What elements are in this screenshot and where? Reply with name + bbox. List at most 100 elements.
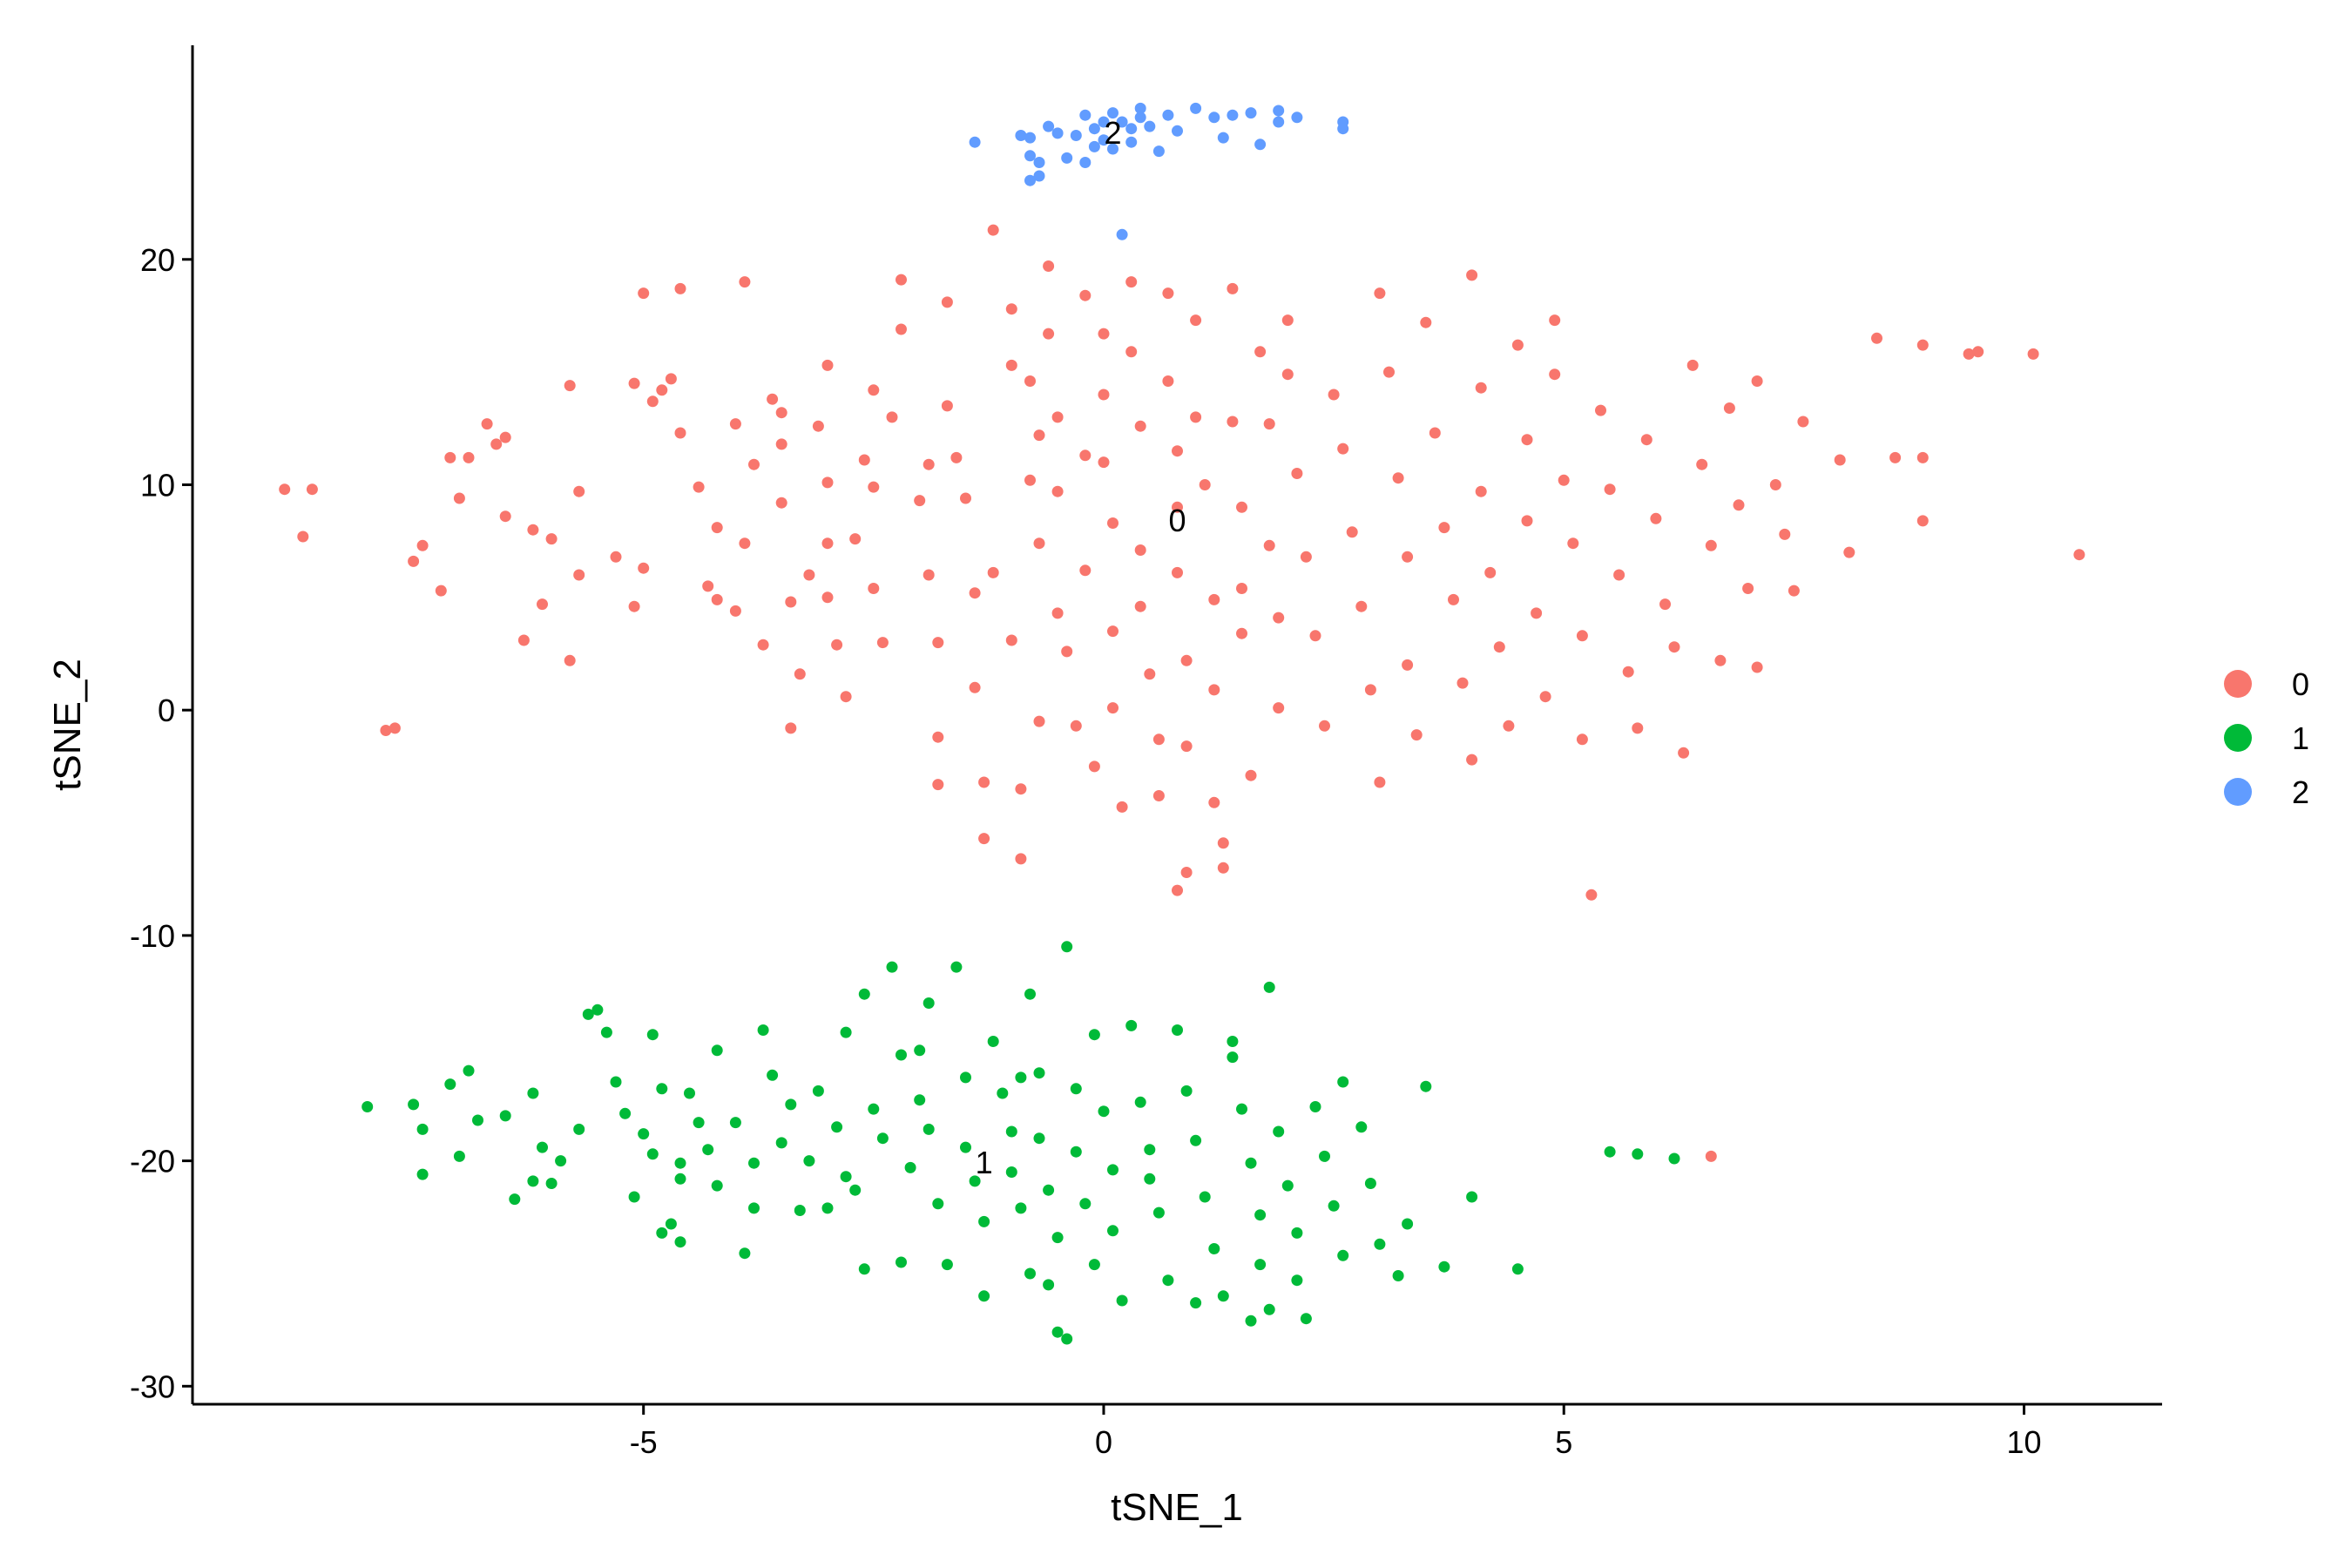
point-cluster-2 <box>1245 107 1257 119</box>
point-cluster-1 <box>1511 1263 1524 1275</box>
point-cluster-0 <box>1659 598 1671 611</box>
point-cluster-0 <box>1281 314 1294 327</box>
point-cluster-0 <box>840 691 852 703</box>
point-cluster-1 <box>416 1168 429 1180</box>
point-cluster-1 <box>821 1202 834 1214</box>
point-cluster-1 <box>1144 1173 1156 1185</box>
point-cluster-0 <box>564 380 576 392</box>
y-tick-label: -30 <box>130 1369 175 1404</box>
point-cluster-0 <box>1199 479 1211 490</box>
point-cluster-1 <box>904 1161 916 1173</box>
point-cluster-0 <box>1172 501 1183 513</box>
point-cluster-0 <box>1723 402 1735 414</box>
point-cluster-2 <box>1144 120 1156 132</box>
point-cluster-0 <box>923 458 935 470</box>
point-cluster-1 <box>858 988 870 1000</box>
point-cluster-0 <box>1466 269 1478 281</box>
point-cluster-1 <box>408 1098 420 1111</box>
point-cluster-1 <box>1051 1232 1064 1244</box>
point-cluster-0 <box>1144 668 1156 680</box>
point-cluster-0 <box>1916 515 1929 527</box>
point-cluster-2 <box>1116 228 1128 240</box>
point-cluster-2 <box>1051 127 1064 139</box>
point-cluster-0 <box>1328 389 1340 401</box>
point-cluster-1 <box>1107 1225 1119 1237</box>
point-cluster-1 <box>1051 1326 1064 1338</box>
point-cluster-1 <box>416 1123 429 1135</box>
point-cluster-0 <box>573 569 585 581</box>
point-cluster-1 <box>868 1103 880 1115</box>
point-cluster-2 <box>1024 174 1036 186</box>
point-cluster-1 <box>1043 1279 1055 1291</box>
point-cluster-1 <box>1245 1315 1257 1327</box>
point-cluster-1 <box>978 1215 990 1227</box>
point-cluster-0 <box>481 418 493 430</box>
point-cluster-1 <box>1088 1259 1100 1271</box>
point-cluster-0 <box>950 451 963 463</box>
point-cluster-2 <box>1079 109 1092 121</box>
point-cluster-0 <box>610 551 622 563</box>
point-cluster-0 <box>932 779 944 791</box>
point-cluster-0 <box>1015 783 1027 795</box>
point-cluster-0 <box>821 591 834 604</box>
x-axis-title: tSNE_1 <box>1111 1486 1243 1529</box>
point-cluster-0 <box>1043 328 1055 340</box>
point-cluster-0 <box>1098 328 1110 340</box>
point-cluster-1 <box>555 1155 567 1167</box>
point-cluster-1 <box>803 1155 815 1167</box>
point-cluster-1 <box>932 1198 944 1210</box>
point-cluster-0 <box>1088 760 1100 773</box>
point-cluster-0 <box>1125 276 1138 288</box>
point-cluster-2 <box>1217 132 1229 144</box>
point-cluster-0 <box>1503 720 1515 732</box>
point-cluster-1 <box>1070 1083 1082 1095</box>
point-cluster-0 <box>1531 607 1543 619</box>
point-cluster-0 <box>517 634 530 646</box>
point-cluster-0 <box>463 451 475 463</box>
point-cluster-0 <box>1309 630 1321 642</box>
point-cluster-2 <box>1134 112 1146 124</box>
point-cluster-0 <box>886 411 898 423</box>
point-cluster-2 <box>1033 170 1045 182</box>
point-cluster-0 <box>1208 593 1220 605</box>
point-cluster-0 <box>1172 445 1183 457</box>
point-cluster-1 <box>1668 1152 1680 1165</box>
cluster-labels-layer: 0 1 2 <box>976 115 1186 1180</box>
point-cluster-1 <box>969 1175 981 1187</box>
point-cluster-0 <box>2073 549 2085 561</box>
point-cluster-0 <box>711 522 723 534</box>
point-cluster-0 <box>978 833 990 845</box>
point-cluster-0 <box>628 377 640 389</box>
point-cluster-0 <box>1116 801 1128 813</box>
point-cluster-0 <box>757 639 769 651</box>
point-cluster-1 <box>1438 1260 1450 1273</box>
point-cluster-1 <box>646 1148 659 1160</box>
legend-label-0: 0 <box>2292 666 2309 702</box>
point-cluster-1 <box>453 1150 465 1162</box>
point-cluster-0 <box>785 722 797 734</box>
point-cluster-2 <box>1125 136 1138 148</box>
point-cluster-1 <box>1015 1202 1027 1214</box>
x-tick-label: -5 <box>630 1424 658 1460</box>
point-cluster-0 <box>748 458 760 470</box>
point-cluster-0 <box>527 524 539 536</box>
point-cluster-1 <box>923 1123 935 1135</box>
point-cluster-0 <box>1364 684 1376 696</box>
point-cluster-0 <box>1963 348 1975 360</box>
point-cluster-0 <box>1558 474 1570 486</box>
point-cluster-0 <box>537 598 548 611</box>
point-cluster-1 <box>1273 1125 1285 1138</box>
point-cluster-0 <box>1742 583 1754 594</box>
point-cluster-0 <box>1190 314 1202 327</box>
point-cluster-1 <box>656 1083 668 1095</box>
point-cluster-1 <box>674 1173 686 1185</box>
point-cluster-1 <box>628 1191 640 1203</box>
point-cluster-1 <box>582 1008 594 1020</box>
point-cluster-0 <box>1227 282 1239 294</box>
point-cluster-1 <box>1061 1333 1073 1345</box>
axes-layer <box>191 45 2162 1406</box>
legend-key-1 <box>2224 724 2252 752</box>
point-cluster-1 <box>1337 1249 1349 1261</box>
point-cluster-0 <box>1245 769 1257 781</box>
